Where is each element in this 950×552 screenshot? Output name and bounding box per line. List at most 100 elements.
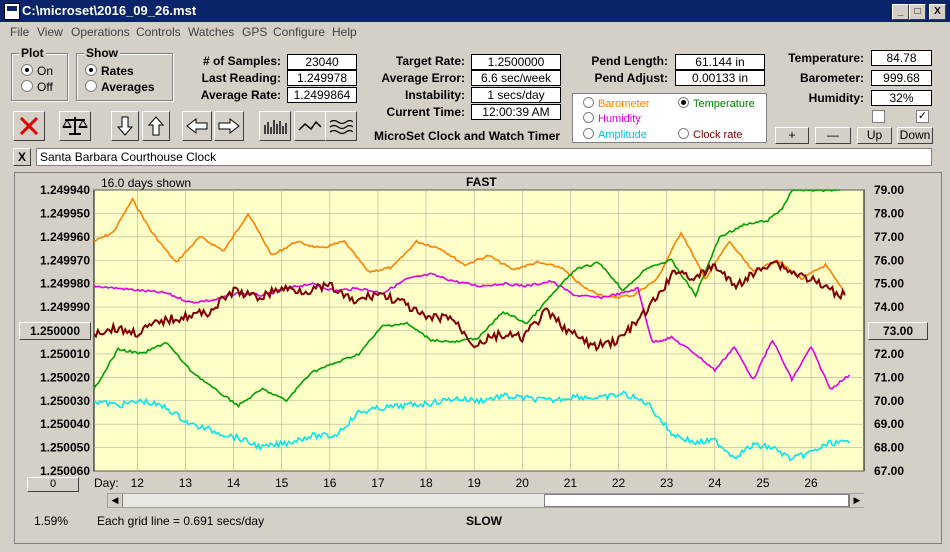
series-barometer-radio[interactable]: Barometer [583, 97, 649, 110]
window-title: C:\microset\2016_09_26.mst [22, 3, 197, 18]
menu-file[interactable]: File [10, 25, 30, 39]
zoom-in-button[interactable]: + [775, 127, 809, 144]
left-axis-tick: 1.250040 [40, 417, 90, 431]
scroll-right-arrow[interactable]: ▶ [849, 494, 864, 507]
right-axis-tick: 76.00 [874, 253, 904, 267]
left-axis-tick: 1.250030 [40, 394, 90, 408]
menu-configure[interactable]: Configure [273, 25, 326, 39]
close-window-button[interactable]: X [929, 4, 946, 20]
left-axis-tick: 1.250050 [40, 441, 90, 455]
current-time-label: Current Time: [386, 105, 465, 119]
show-group-label: Show [84, 46, 120, 60]
series-selector-panel: Barometer Temperature Humidity Amplitude… [572, 93, 767, 143]
clock-name-field[interactable]: Santa Barbara Courthouse Clock [36, 148, 932, 166]
horizontal-scrollbar[interactable]: ◀ ▶ [107, 493, 864, 508]
temperature-value: 84.78 [871, 50, 932, 66]
series-line-barometer [93, 196, 846, 299]
series-amplitude-radio[interactable]: Amplitude [583, 128, 647, 141]
maximize-button[interactable]: □ [909, 4, 926, 20]
day-tick: 26 [804, 476, 818, 490]
day-tick: 12 [131, 476, 145, 490]
radio-dot-icon [678, 97, 689, 108]
menu-view[interactable]: View [37, 25, 63, 39]
arrow-right-button[interactable] [214, 111, 244, 141]
radio-dot-icon [583, 112, 594, 123]
series-humidity-radio[interactable]: Humidity [583, 112, 641, 125]
menu-gps[interactable]: GPS [242, 25, 268, 39]
days-shown-label: 16.0 days shown [101, 176, 192, 190]
day-tick: 14 [227, 476, 241, 490]
menu-operations[interactable]: Operations [71, 25, 130, 39]
minimize-button[interactable]: _ [892, 4, 909, 20]
right-axis-tick: 68.00 [874, 441, 904, 455]
menu-watches[interactable]: Watches [188, 25, 235, 39]
right-axis-tick: 78.00 [874, 206, 904, 220]
arrow-left-button[interactable] [182, 111, 212, 141]
day-tick: 24 [708, 476, 722, 490]
balance-scale-icon [62, 117, 88, 135]
wave-graph-button[interactable] [325, 111, 357, 141]
show-rates-radio[interactable]: Rates [85, 64, 134, 78]
arrow-left-icon [186, 117, 208, 135]
app-caption: MicroSet Clock and Watch Timer [374, 129, 561, 143]
menu-controls[interactable]: Controls [136, 25, 181, 39]
humidity-checkbox-left[interactable] [872, 110, 885, 123]
series-line-amplitude [93, 390, 851, 462]
pend-adjust-label: Pend Adjust: [594, 71, 668, 85]
left-axis-tick: 1.250020 [40, 370, 90, 384]
show-averages-radio[interactable]: Averages [85, 80, 155, 94]
radio-dot-icon [583, 97, 594, 108]
stop-button[interactable] [13, 111, 45, 141]
balance-button[interactable] [59, 111, 91, 141]
last-reading-label: Last Reading: [201, 71, 281, 85]
day-tick: 16 [323, 476, 337, 490]
scroll-up-button[interactable]: Up [857, 127, 892, 144]
scrollbar-thumb[interactable] [544, 494, 849, 507]
line-graph-button[interactable] [294, 111, 326, 141]
radio-dot-icon [678, 128, 689, 139]
chart-frame [14, 172, 942, 544]
instability-value: 1 secs/day [471, 87, 561, 103]
series-clock-rate-radio[interactable]: Clock rate [678, 128, 743, 141]
arrow-down-icon [116, 116, 134, 136]
right-axis-value-button[interactable]: 73.00 [868, 322, 928, 340]
target-rate-label: Target Rate: [395, 54, 465, 68]
day-tick: 21 [564, 476, 578, 490]
plot-off-radio[interactable]: Off [21, 80, 53, 94]
day-tick: 22 [612, 476, 626, 490]
line-graph-icon [298, 120, 322, 131]
zoom-out-button[interactable]: — [815, 127, 851, 144]
left-axis-tick: 1.249960 [40, 230, 90, 244]
series-layer [93, 189, 851, 462]
bottom-left-value-button[interactable]: 0 [27, 477, 79, 492]
series-temperature-radio[interactable]: Temperature [678, 97, 755, 110]
menu-help[interactable]: Help [332, 25, 357, 39]
gridlines [94, 189, 864, 472]
radio-dot-icon [85, 64, 97, 76]
arrow-right-icon [218, 117, 240, 135]
temperature-label: Temperature: [788, 51, 864, 65]
arrow-up-button[interactable] [142, 111, 170, 141]
humidity-checkbox-right[interactable]: ✓ [916, 110, 929, 123]
bar-graph-button[interactable] [259, 111, 291, 141]
wave-graph-icon [329, 119, 353, 135]
arrow-up-icon [147, 116, 165, 136]
day-tick: 15 [275, 476, 289, 490]
bar-graph-icon [264, 120, 287, 134]
menu-bar: File View Operations Controls Watches GP… [0, 22, 950, 42]
samples-label: # of Samples: [202, 54, 281, 68]
clear-clock-button[interactable]: X [13, 148, 31, 166]
right-axis-tick: 70.00 [874, 394, 904, 408]
scroll-down-button[interactable]: Down [897, 127, 933, 144]
scroll-left-arrow[interactable]: ◀ [108, 494, 123, 507]
arrow-down-button[interactable] [111, 111, 139, 141]
plot-on-radio[interactable]: On [21, 64, 53, 78]
radio-dot-icon [21, 80, 33, 92]
pend-length-label: Pend Length: [591, 54, 668, 68]
percent-label: 1.59% [34, 514, 69, 528]
left-axis-tick: 1.249970 [40, 253, 90, 267]
humidity-label: Humidity: [808, 91, 864, 105]
right-axis-tick: 71.00 [874, 370, 904, 384]
left-axis-value-button[interactable]: 1.250000 [19, 322, 91, 340]
